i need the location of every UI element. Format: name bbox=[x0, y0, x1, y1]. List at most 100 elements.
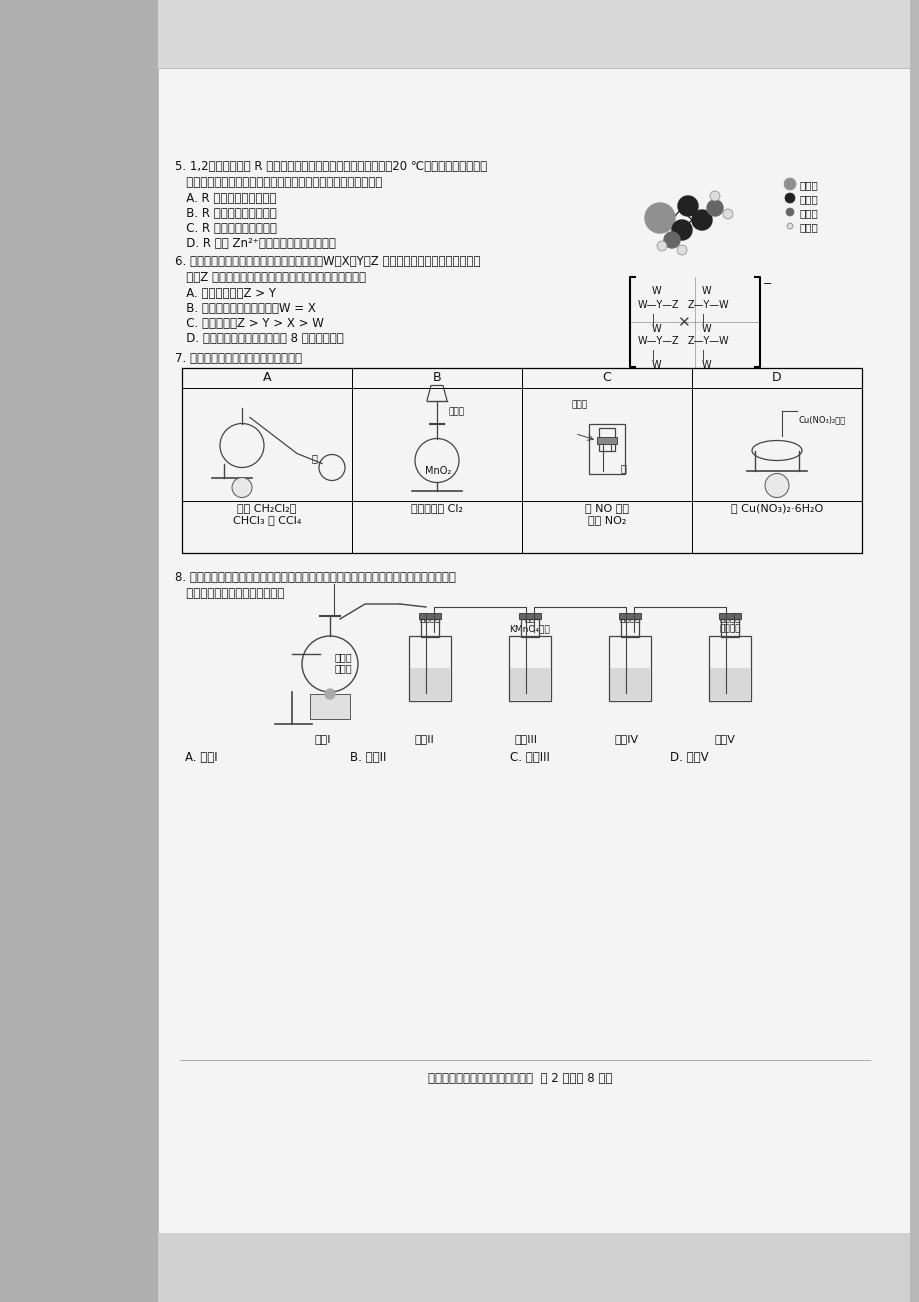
Text: 8. 某兴趣小组在实验室用如图装置制备乙烯，并检验气体产物组分含有乙烯和二氧化硫。: 8. 某兴趣小组在实验室用如图装置制备乙烯，并检验气体产物组分含有乙烯和二氧化硫… bbox=[175, 572, 456, 585]
Bar bbox=[709, 668, 749, 700]
Text: C: C bbox=[602, 371, 611, 384]
Text: A: A bbox=[263, 371, 271, 384]
Text: 乙醇、
浓硫酸: 乙醇、 浓硫酸 bbox=[335, 652, 352, 673]
Text: 实验室制取 Cl₂: 实验室制取 Cl₂ bbox=[411, 503, 462, 513]
Text: D. 装置V: D. 装置V bbox=[669, 751, 708, 764]
Text: 素，Z 的单质是空气的主要组分之一。下列说法正确的是: 素，Z 的单质是空气的主要组分之一。下列说法正确的是 bbox=[175, 271, 366, 284]
Bar bbox=[909, 0, 919, 1302]
Bar bbox=[719, 613, 740, 618]
Circle shape bbox=[664, 232, 679, 247]
Circle shape bbox=[232, 478, 252, 497]
Text: A. 装置I: A. 装置I bbox=[185, 751, 218, 764]
Circle shape bbox=[783, 178, 795, 190]
Circle shape bbox=[706, 201, 722, 216]
Bar bbox=[608, 635, 651, 700]
Circle shape bbox=[709, 191, 720, 201]
Text: B. 装置II: B. 装置II bbox=[349, 751, 386, 764]
Bar bbox=[158, 68, 909, 1233]
Circle shape bbox=[677, 197, 698, 216]
Text: 水: 水 bbox=[620, 464, 626, 474]
Text: 装置V: 装置V bbox=[714, 734, 735, 743]
Text: 电解液中部分粒子之间的相互作用如图所示。下列说法错误的是: 电解液中部分粒子之间的相互作用如图所示。下列说法错误的是 bbox=[175, 176, 381, 189]
Text: 7. 下列装置正确且能达到实验目的的是: 7. 下列装置正确且能达到实验目的的是 bbox=[175, 352, 301, 365]
Text: W: W bbox=[652, 286, 661, 296]
Text: 碳原子: 碳原子 bbox=[800, 194, 818, 204]
Circle shape bbox=[676, 245, 686, 255]
Text: D. R 能和 Zn²⁺形成配位键从而稳定电池: D. R 能和 Zn²⁺形成配位键从而稳定电池 bbox=[175, 237, 335, 250]
Text: B: B bbox=[432, 371, 441, 384]
Text: 酸性
KMnO₄溶液: 酸性 KMnO₄溶液 bbox=[509, 615, 550, 633]
Bar bbox=[518, 613, 540, 618]
Bar bbox=[410, 668, 449, 700]
Circle shape bbox=[765, 474, 789, 497]
Text: 氢原子: 氢原子 bbox=[800, 223, 818, 232]
Text: ✕: ✕ bbox=[676, 315, 689, 329]
Bar bbox=[709, 635, 750, 700]
Bar bbox=[418, 613, 440, 618]
Text: 澳的四氯
化碳溶液: 澳的四氯 化碳溶液 bbox=[719, 615, 740, 633]
Text: C. 装置III: C. 装置III bbox=[509, 751, 550, 764]
Bar bbox=[520, 618, 539, 637]
Circle shape bbox=[324, 689, 335, 699]
Text: A. 氧化物沸点：Z > Y: A. 氧化物沸点：Z > Y bbox=[175, 286, 276, 299]
Text: 装置I: 装置I bbox=[314, 734, 331, 743]
Circle shape bbox=[785, 208, 793, 216]
Bar bbox=[509, 668, 550, 700]
Text: B. 基态原子未成对电子数：W = X: B. 基态原子未成对电子数：W = X bbox=[175, 302, 315, 315]
Bar bbox=[0, 0, 158, 1302]
Text: 制 Cu(NO₃)₂·6H₂O: 制 Cu(NO₃)₂·6H₂O bbox=[730, 503, 823, 513]
Bar bbox=[596, 436, 617, 444]
Bar bbox=[598, 427, 614, 450]
Circle shape bbox=[644, 203, 675, 233]
Bar bbox=[409, 635, 450, 700]
Bar bbox=[158, 1233, 909, 1302]
Text: Z—Y—W: Z—Y—W bbox=[687, 336, 729, 346]
Text: |: | bbox=[652, 314, 654, 324]
Bar bbox=[158, 0, 909, 68]
Text: 水: 水 bbox=[312, 453, 318, 464]
Bar bbox=[588, 423, 624, 474]
Bar bbox=[609, 668, 650, 700]
Text: 分离 CH₂Cl₂、
CHCl₃ 和 CCl₄: 分离 CH₂Cl₂、 CHCl₃ 和 CCl₄ bbox=[233, 503, 301, 525]
Text: W—Y—Z: W—Y—Z bbox=[637, 299, 679, 310]
Text: 下图装置中的药品使用错误的是: 下图装置中的药品使用错误的是 bbox=[175, 587, 284, 600]
Text: W—Y—Z: W—Y—Z bbox=[637, 336, 679, 346]
Text: 浓盐酸: 浓盐酸 bbox=[448, 408, 465, 417]
Text: MnO₂: MnO₂ bbox=[425, 466, 450, 475]
Text: 5. 1,2－丙二醇（用 R 表示）作电解液可使水系锌离子电池在－20 ℃的低温下稳定工作，: 5. 1,2－丙二醇（用 R 表示）作电解液可使水系锌离子电池在－20 ℃的低温… bbox=[175, 160, 486, 173]
Text: W: W bbox=[652, 359, 661, 370]
Bar bbox=[618, 613, 641, 618]
Text: 品红溶液: 品红溶液 bbox=[618, 615, 640, 622]
Text: 装置IV: 装置IV bbox=[614, 734, 639, 743]
Bar bbox=[720, 618, 738, 637]
Circle shape bbox=[656, 241, 666, 251]
Bar bbox=[421, 618, 438, 637]
Text: 高三年级五月化学模拟试题（一）  第 2 页（共 8 页）: 高三年级五月化学模拟试题（一） 第 2 页（共 8 页） bbox=[427, 1072, 611, 1085]
Text: 氧原子: 氧原子 bbox=[800, 208, 818, 217]
Text: 锌离子: 锌离子 bbox=[800, 180, 818, 190]
Text: 装置III: 装置III bbox=[515, 734, 538, 743]
Text: D: D bbox=[771, 371, 781, 384]
Text: W: W bbox=[701, 286, 711, 296]
Text: D. 该阴离子中所有原子均满足 8 电子稳定结构: D. 该阴离子中所有原子均满足 8 电子稳定结构 bbox=[175, 332, 344, 345]
Text: C. 原子半径：Z > Y > X > W: C. 原子半径：Z > Y > X > W bbox=[175, 316, 323, 329]
Text: |: | bbox=[701, 314, 705, 324]
Bar bbox=[310, 694, 349, 719]
Circle shape bbox=[784, 193, 794, 203]
Circle shape bbox=[786, 223, 792, 229]
Text: B. R 可与水分子形成氢键: B. R 可与水分子形成氢键 bbox=[175, 207, 277, 220]
Text: Cu(NO₃)₂溶液: Cu(NO₃)₂溶液 bbox=[798, 415, 845, 424]
Text: C. R 可以降低水的凝固点: C. R 可以降低水的凝固点 bbox=[175, 223, 277, 234]
Text: 除 NO 中的
少量 NO₂: 除 NO 中的 少量 NO₂ bbox=[584, 503, 629, 525]
Text: |: | bbox=[652, 350, 654, 361]
Text: W: W bbox=[701, 359, 711, 370]
Text: 品红溶液: 品红溶液 bbox=[419, 615, 440, 622]
Circle shape bbox=[671, 220, 691, 240]
Text: −: − bbox=[762, 279, 772, 289]
Text: W: W bbox=[652, 324, 661, 335]
Text: |: | bbox=[701, 350, 705, 361]
Circle shape bbox=[722, 210, 732, 219]
Text: W: W bbox=[701, 324, 711, 335]
Text: 装置II: 装置II bbox=[414, 734, 435, 743]
Text: 进气口: 进气口 bbox=[572, 401, 587, 410]
